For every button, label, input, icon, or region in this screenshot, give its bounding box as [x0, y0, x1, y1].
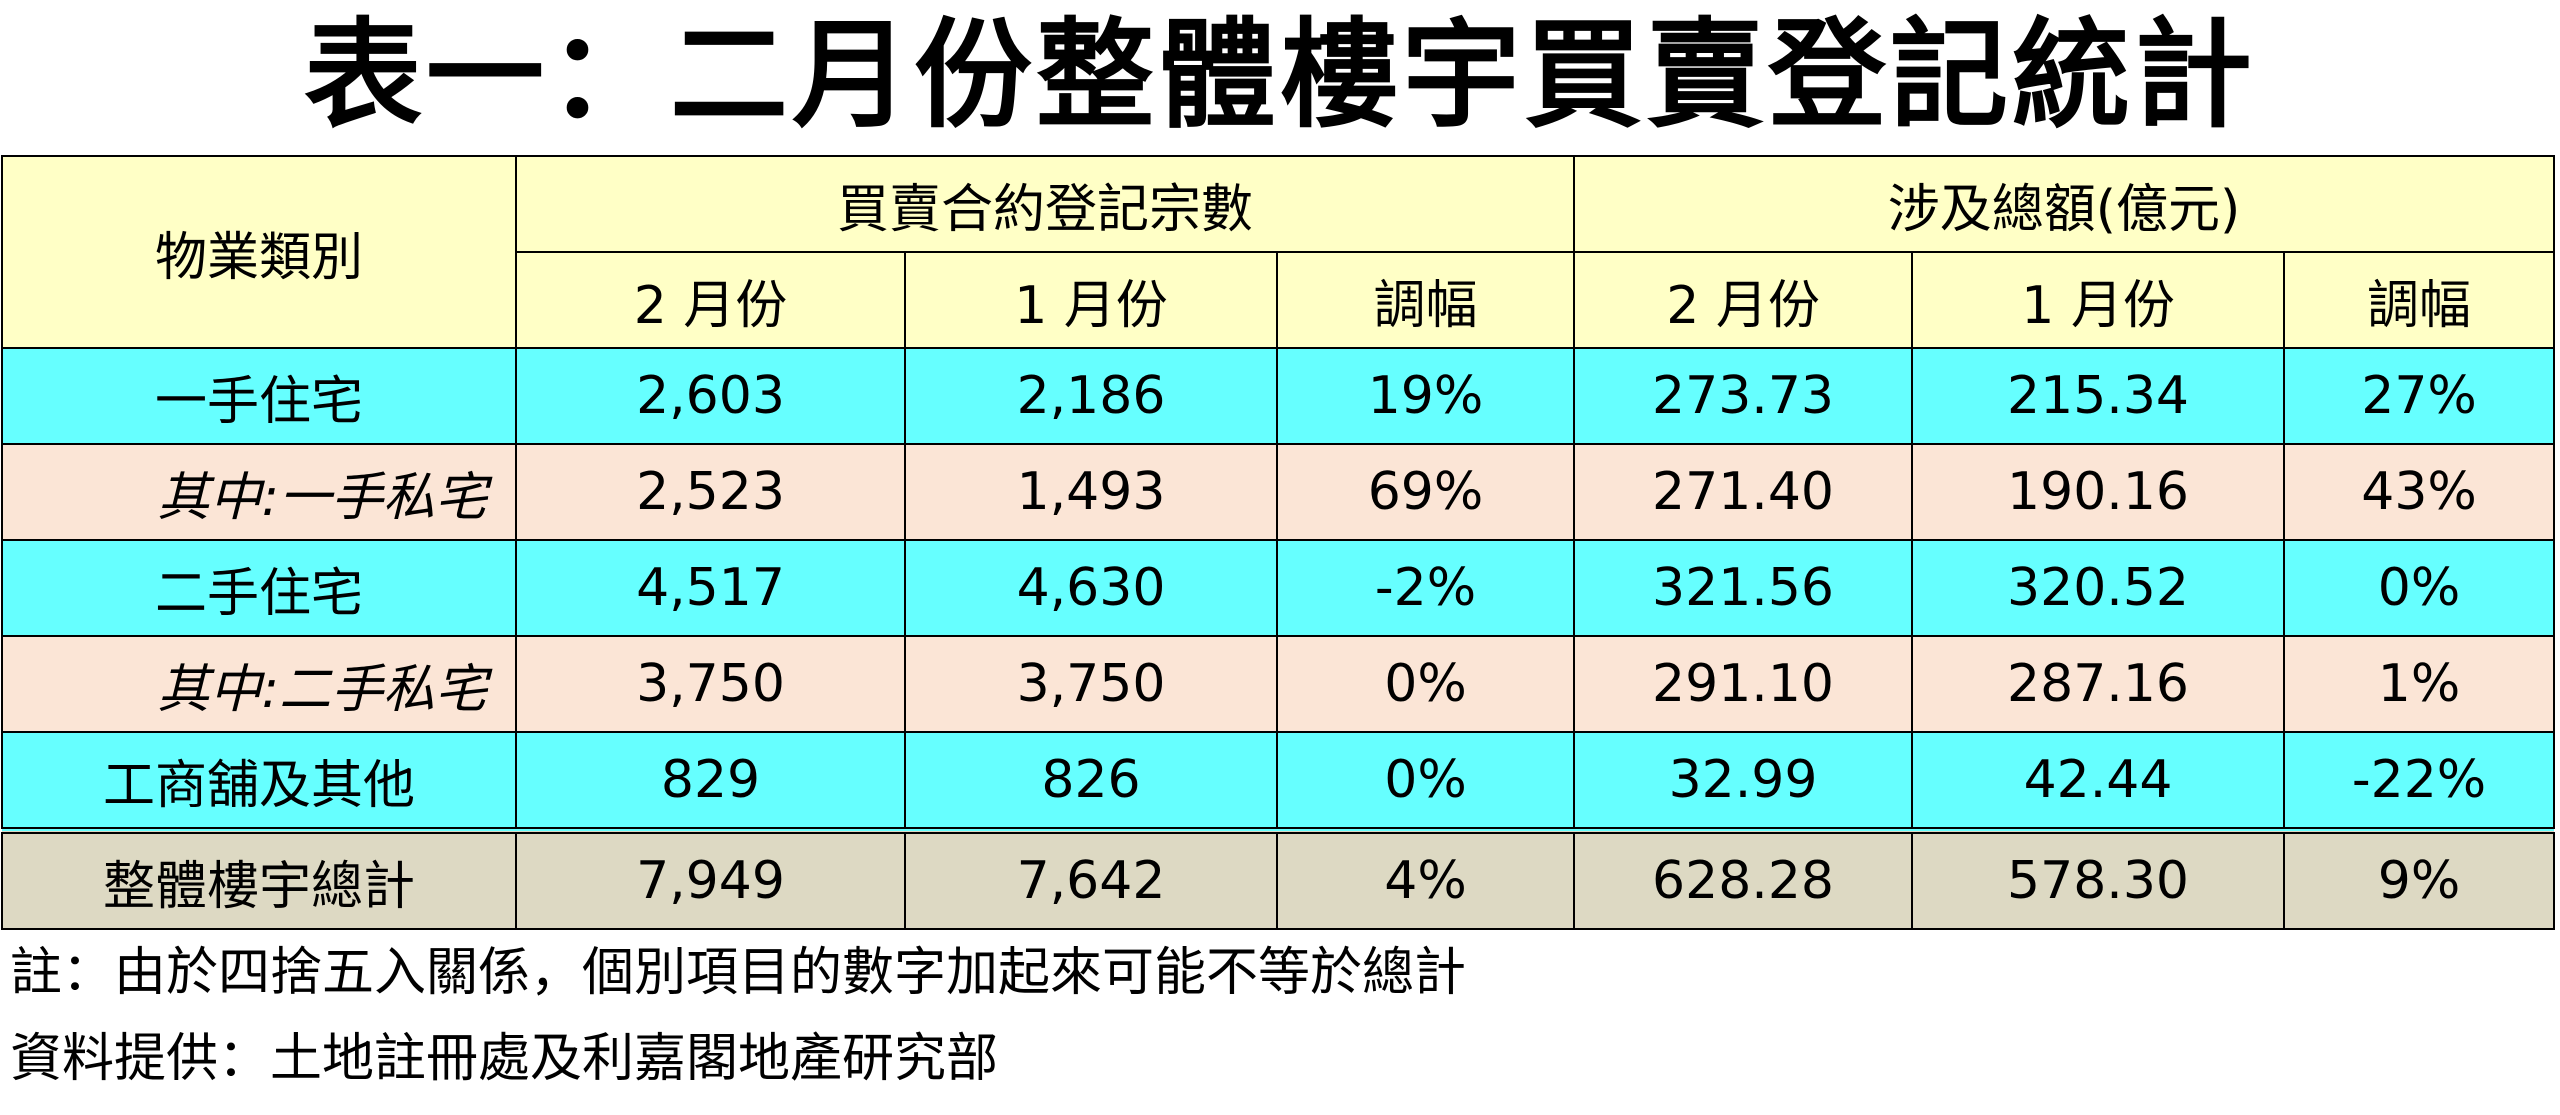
table-row: 工商舖及其他 829 826 0% 32.99 42.44 -22% [1, 731, 2556, 832]
cell: 2,603 [515, 347, 906, 445]
table-row: 一手住宅 2,603 2,186 19% 273.73 215.34 27% [1, 347, 2556, 445]
header-cell: 1 月份 [1911, 251, 2286, 349]
cell: 190.16 [1911, 443, 2286, 541]
cell: 826 [904, 731, 1278, 832]
cell: 32.99 [1573, 731, 1914, 832]
cell: 42.44 [1911, 731, 2286, 832]
cell: 628.28 [1573, 827, 1914, 930]
header-cell: 買賣合約登記宗數 [514, 155, 1576, 253]
cell: -2% [1275, 539, 1576, 637]
title: 表一：二月份整體樓宇買賣登記統計 [303, 6, 2256, 144]
cell: 0% [2283, 539, 2556, 637]
table-body: 物業類別 買賣合約登記宗數 涉及總額(億元) 2 月份 1 月份 調幅 2 月份 1 月… [1, 155, 2556, 930]
header-cell: 調幅 [1275, 251, 1576, 349]
table-row: 其中:二手私宅 3,750 3,750 0% 291.10 287.16 1% [1, 635, 2556, 733]
note: 資料提供：土地註冊處及利嘉閣地產研究部 [10, 1029, 999, 1089]
cell: 3,750 [515, 635, 906, 733]
header-cell: 2 月份 [1573, 251, 1914, 349]
cell: 19% [1275, 347, 1576, 445]
cell: 7,642 [904, 827, 1278, 930]
cell: 1,493 [904, 443, 1278, 541]
header-row: 2 月份 1 月份 調幅 2 月份 1 月份 調幅 [2, 251, 2556, 349]
cell: 287.16 [1911, 635, 2286, 733]
header-cell: 調幅 [2283, 251, 2556, 349]
cell: 291.10 [1573, 635, 1914, 733]
cell: 0% [1275, 731, 1576, 832]
row-label: 其中:二手私宅 [1, 635, 517, 733]
table-row: 二手住宅 4,517 4,630 -2% 321.56 320.52 0% [1, 539, 2556, 637]
cell: 9% [2283, 827, 2556, 930]
cell: 27% [2283, 347, 2556, 445]
table-row: 整體樓宇總計 7,949 7,642 4% 628.28 578.30 9% [1, 827, 2556, 930]
cell: -22% [2283, 731, 2556, 832]
header-row: 物業類別 買賣合約登記宗數 涉及總額(億元) [1, 155, 2556, 349]
cell: 2,186 [904, 347, 1278, 445]
cell: 321.56 [1573, 539, 1914, 637]
header-cell: 1 月份 [904, 251, 1278, 349]
cell: 7,949 [515, 827, 906, 930]
cell: 69% [1275, 443, 1576, 541]
cell: 578.30 [1911, 827, 2286, 930]
cell: 4,517 [515, 539, 906, 637]
row-label: 工商舖及其他 [1, 731, 517, 832]
cell: 215.34 [1911, 347, 2286, 445]
cell: 2,523 [515, 443, 906, 541]
cell: 4,630 [904, 539, 1278, 637]
cell: 43% [2283, 443, 2556, 541]
header-cell: 物業類別 [1, 155, 517, 349]
header-cell: 涉及總額(億元) [1573, 155, 2556, 253]
row-label: 其中:一手私宅 [1, 443, 517, 541]
cell: 3,750 [904, 635, 1278, 733]
cell: 829 [515, 731, 906, 832]
row-label: 整體樓宇總計 [1, 827, 517, 930]
cell: 1% [2283, 635, 2556, 733]
row-label: 一手住宅 [1, 347, 517, 445]
notes: 註：由於四捨五入關係，個別項目的數字加起來可能不等於總計 資料提供：土地註冊處及利… [0, 930, 2560, 1102]
table-row: 其中:一手私宅 2,523 1,493 69% 271.40 190.16 43% [1, 443, 2556, 541]
note: 註：由於四捨五入關係，個別項目的數字加起來可能不等於總計 [10, 943, 1467, 1003]
cell: 4% [1275, 827, 1576, 930]
cell: 320.52 [1911, 539, 2286, 637]
stats-table: 物業類別 買賣合約登記宗數 涉及總額(億元) 2 月份 1 月份 調幅 2 月份 1 月… [1, 155, 2556, 930]
cell: 0% [1275, 635, 1576, 733]
cell: 271.40 [1573, 443, 1914, 541]
cell: 273.73 [1573, 347, 1914, 445]
row-label: 二手住宅 [1, 539, 517, 637]
header-cell: 2 月份 [515, 251, 906, 349]
